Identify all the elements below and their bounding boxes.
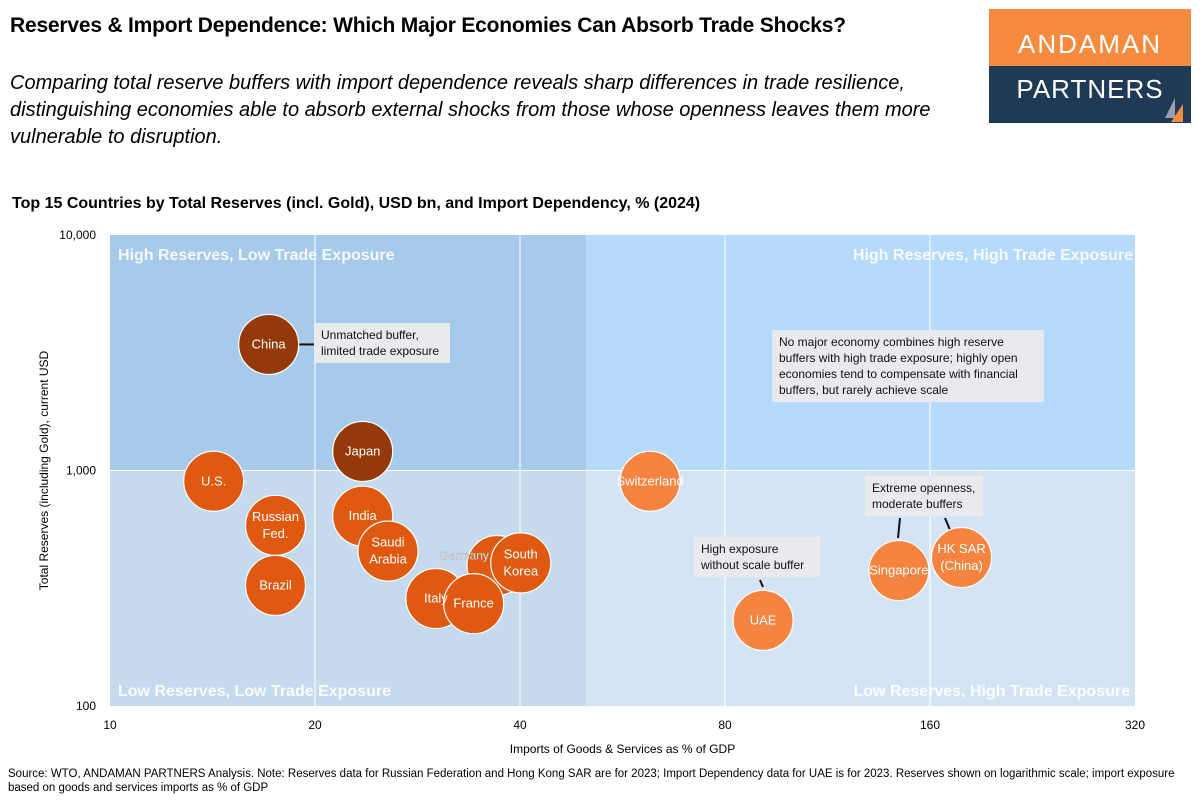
y-tick-label: 1,000	[66, 464, 96, 478]
annotation-china: Unmatched buffer, limited trade exposure	[314, 323, 450, 363]
x-tick-label: 40	[513, 718, 527, 732]
logo-line1: ANDAMAN	[989, 9, 1191, 66]
bubble-france	[443, 573, 505, 635]
point-label: Arabia	[369, 552, 407, 567]
bubble-saudi-arabia	[357, 520, 419, 582]
annotation-top-right: No major economy combines high reserve b…	[772, 330, 1044, 402]
y-tick-label: 10,000	[59, 228, 96, 242]
bubble-uae	[732, 589, 794, 651]
logo-line2: PARTNERS	[989, 66, 1191, 123]
bubble-singapore	[868, 539, 930, 602]
point-label: U.S.	[201, 473, 226, 488]
quadrant-label-top-right: High Reserves, High Trade Exposure	[852, 247, 1133, 264]
annotation-leader-line	[897, 517, 901, 539]
annotation-uae: High exposure without scale buffer	[694, 537, 820, 577]
andaman-partners-logo: ANDAMAN PARTNERS	[989, 9, 1191, 123]
x-tick-label: 10	[103, 718, 117, 732]
point-label: India	[349, 508, 378, 523]
point-label: Switzerland	[616, 473, 683, 488]
point-label: Korea	[503, 563, 538, 578]
bubble-hk-sar-china-	[930, 526, 993, 589]
y-tick-label: 100	[76, 699, 96, 713]
bubble-switzerland	[619, 450, 681, 512]
chart-title: Top 15 Countries by Total Reserves (incl…	[12, 195, 701, 212]
point-label: Singapore	[869, 563, 928, 578]
bubble-japan	[332, 420, 394, 483]
x-tick-label: 320	[1125, 718, 1145, 732]
source-note: Source: WTO, ANDAMAN PARTNERS Analysis. …	[8, 768, 1175, 794]
annotation-leader-line	[759, 579, 764, 588]
quadrant-label-bottom-left: Low Reserves, Low Trade Exposure	[118, 683, 391, 700]
annotation-leader-line	[944, 517, 951, 531]
sail-icon	[1165, 98, 1183, 122]
annotation-singapore-hk: Extreme openness, moderate buffers	[865, 476, 983, 516]
point-label: South	[504, 546, 538, 561]
point-label: Italy	[424, 591, 448, 606]
point-label: Germany	[440, 549, 489, 563]
logo-line2-text: PARTNERS	[1016, 74, 1164, 104]
point-label: China	[252, 336, 287, 351]
page-title: Reserves & Import Dependence: Which Majo…	[10, 14, 846, 37]
quadrant-label-bottom-right: Low Reserves, High Trade Exposure	[853, 683, 1130, 700]
point-label: Japan	[345, 443, 380, 458]
quadrant-label-top-left: High Reserves, Low Trade Exposure	[118, 247, 395, 264]
point-label: Brazil	[259, 577, 292, 592]
x-axis-label: Imports of Goods & Services as % of GDP	[510, 742, 735, 756]
x-tick-label: 160	[920, 718, 940, 732]
y-axis-label: Total Reserves (including Gold), current…	[37, 350, 51, 590]
point-label: Fed.	[262, 526, 288, 541]
x-tick-label: 20	[308, 718, 322, 732]
page-subtitle: Comparing total reserve buffers with imp…	[10, 72, 931, 148]
point-label: (China)	[940, 558, 983, 573]
point-label: Saudi	[371, 535, 404, 550]
bubble-brazil	[244, 554, 307, 617]
quadrant-bottom-right	[585, 470, 1135, 706]
point-label: Russian	[252, 509, 299, 524]
point-label: UAE	[750, 612, 777, 627]
point-label: HK SAR	[937, 541, 985, 556]
bubble-china	[238, 313, 300, 376]
point-label: France	[453, 596, 493, 611]
bubble-south-korea	[490, 532, 552, 594]
bubble-u-s-	[183, 450, 245, 512]
x-tick-label: 80	[718, 718, 732, 732]
